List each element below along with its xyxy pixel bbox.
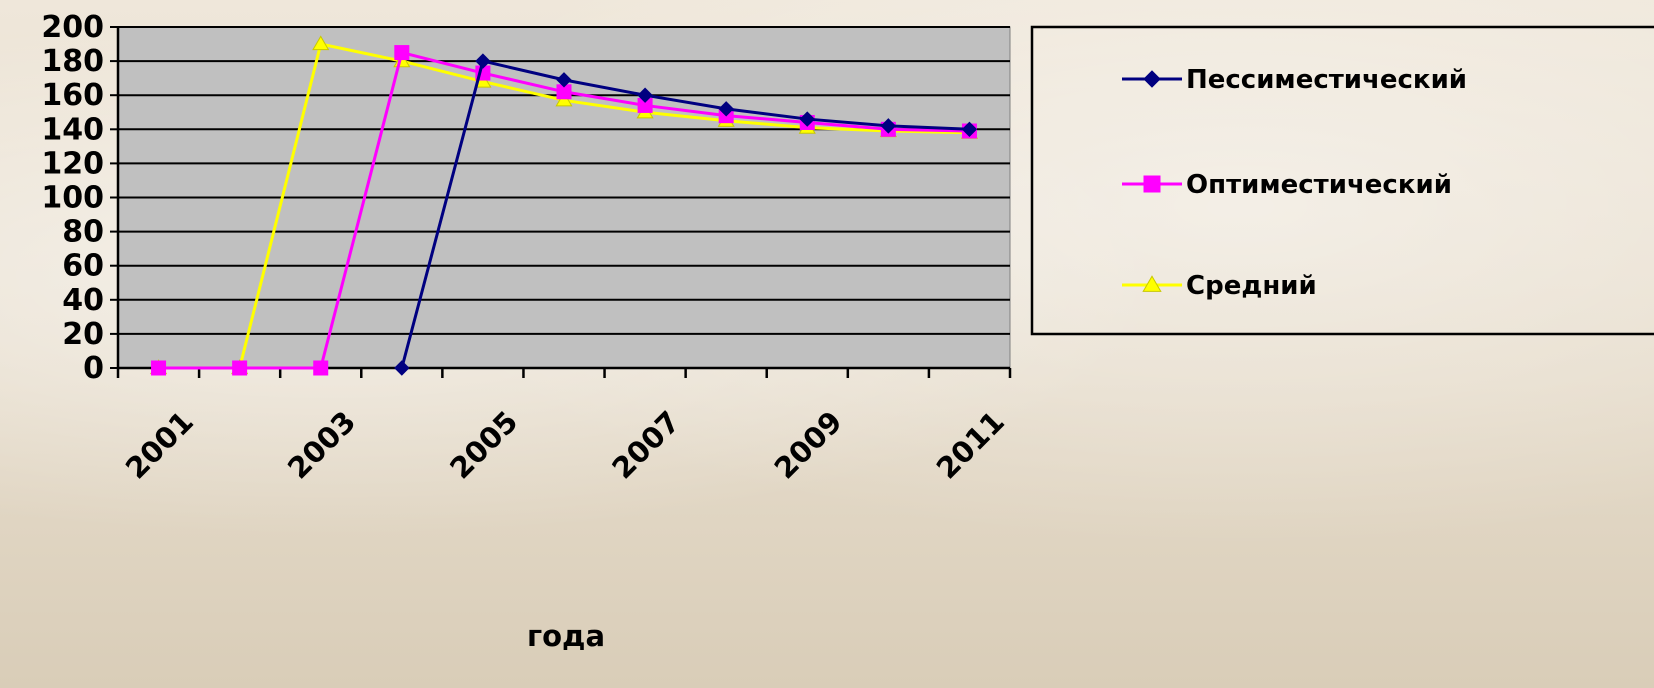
legend-item: Средний bbox=[1122, 271, 1317, 301]
y-tick-label: 100 bbox=[41, 181, 104, 216]
x-axis-ticks: 2001 2003 2005 2007 2009 2011 bbox=[116, 368, 1012, 485]
y-tick-label: 120 bbox=[41, 146, 104, 181]
legend-marker bbox=[1142, 275, 1162, 292]
data-point bbox=[880, 118, 897, 134]
data-point bbox=[718, 101, 734, 117]
x-tick-label: 2009 bbox=[768, 404, 849, 485]
legend-marker bbox=[1143, 175, 1161, 193]
y-tick-label: 60 bbox=[62, 249, 104, 284]
y-tick-label: 20 bbox=[62, 317, 104, 352]
x-tick-label: 2007 bbox=[605, 404, 686, 485]
x-tick-label: 2001 bbox=[119, 404, 200, 485]
data-point bbox=[312, 35, 330, 51]
legend-label: Оптиместический bbox=[1186, 170, 1452, 200]
x-axis-title: года bbox=[527, 619, 605, 653]
x-tick-label: 2005 bbox=[443, 404, 524, 485]
data-point bbox=[637, 87, 653, 103]
data-point bbox=[475, 53, 491, 69]
legend-item: Пессиместический bbox=[1122, 65, 1467, 95]
series-group bbox=[149, 35, 979, 376]
data-point bbox=[394, 45, 410, 61]
data-point bbox=[961, 121, 978, 138]
legend-label: Пессиместический bbox=[1186, 65, 1467, 95]
data-point bbox=[394, 360, 410, 376]
y-tick-label: 180 bbox=[41, 44, 104, 79]
legend-box bbox=[1030, 25, 1654, 336]
legend-label: Средний bbox=[1186, 271, 1317, 301]
data-point bbox=[151, 360, 167, 376]
data-point bbox=[799, 111, 815, 127]
data-point bbox=[313, 360, 329, 376]
y-tick-label: 140 bbox=[41, 112, 104, 147]
legend-marker bbox=[1143, 70, 1161, 88]
series-1 bbox=[394, 53, 978, 376]
x-tick-label: 2011 bbox=[930, 404, 1011, 485]
y-tick-label: 0 bbox=[83, 351, 104, 386]
y-tick-label: 160 bbox=[41, 78, 104, 113]
data-point bbox=[232, 360, 248, 376]
y-tick-label: 200 bbox=[41, 10, 104, 45]
legend: Пессиместический Оптиместический Средний bbox=[1030, 25, 1654, 336]
y-tick-label: 80 bbox=[62, 215, 104, 250]
data-point bbox=[556, 72, 572, 88]
series-line bbox=[400, 59, 970, 369]
legend-item: Оптиместический bbox=[1122, 170, 1452, 200]
y-tick-label: 40 bbox=[62, 283, 104, 318]
x-tick-label: 2003 bbox=[281, 404, 362, 485]
